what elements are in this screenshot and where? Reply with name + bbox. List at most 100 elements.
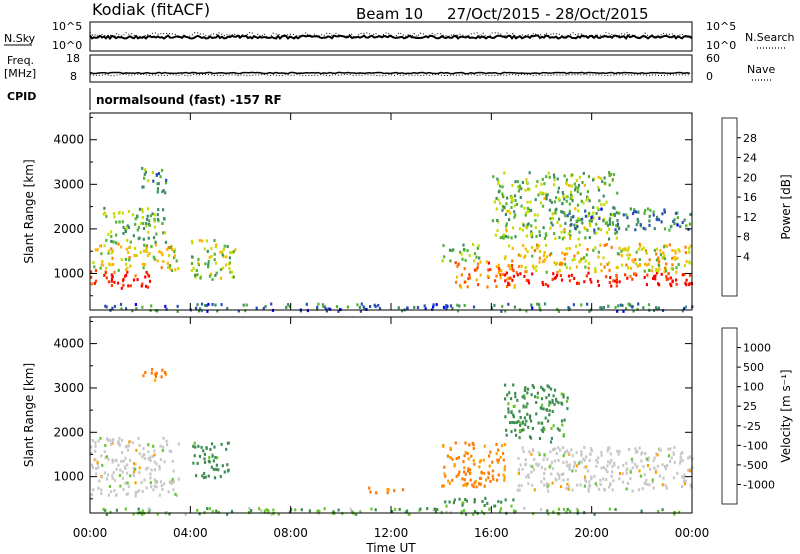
data-cell bbox=[600, 177, 603, 180]
data-cell bbox=[678, 510, 681, 514]
data-cell bbox=[457, 262, 460, 266]
data-cell bbox=[571, 488, 574, 492]
data-cell bbox=[637, 488, 641, 492]
data-cell bbox=[288, 304, 291, 308]
data-cell bbox=[513, 285, 516, 289]
data-cell bbox=[568, 209, 571, 213]
data-cell bbox=[232, 250, 235, 254]
data-cell bbox=[655, 452, 658, 456]
data-cell bbox=[160, 251, 163, 255]
data-cell bbox=[528, 171, 531, 175]
data-cell bbox=[149, 481, 152, 485]
data-cell bbox=[585, 253, 588, 257]
data-cell bbox=[605, 200, 608, 204]
data-cell bbox=[538, 260, 541, 264]
data-cell bbox=[514, 391, 517, 395]
data-cell bbox=[145, 250, 148, 253]
data-cell bbox=[166, 261, 169, 265]
data-cell bbox=[578, 230, 581, 234]
data-cell bbox=[96, 462, 99, 466]
data-cell bbox=[629, 477, 632, 481]
data-cell bbox=[196, 273, 199, 277]
data-cell bbox=[636, 450, 639, 454]
data-cell bbox=[449, 304, 453, 308]
data-cell bbox=[511, 267, 514, 271]
data-cell bbox=[570, 216, 573, 220]
data-cell bbox=[478, 256, 481, 260]
data-cell bbox=[669, 460, 672, 463]
data-cell bbox=[615, 266, 618, 270]
data-cell bbox=[488, 454, 491, 458]
data-cell bbox=[560, 419, 564, 423]
data-cell bbox=[594, 482, 597, 486]
data-cell bbox=[674, 249, 677, 253]
data-cell bbox=[127, 284, 130, 288]
data-cell bbox=[214, 273, 217, 277]
data-cell bbox=[620, 254, 623, 258]
data-cell bbox=[609, 276, 612, 280]
data-cell bbox=[504, 273, 507, 277]
data-cell bbox=[509, 211, 512, 215]
data-cell bbox=[648, 223, 651, 227]
data-cell bbox=[176, 309, 179, 313]
data-cell bbox=[492, 175, 495, 179]
colorbar-tick-label: 8 bbox=[743, 231, 750, 244]
data-cell bbox=[487, 476, 490, 480]
data-cell bbox=[527, 279, 530, 283]
data-cell bbox=[597, 227, 600, 231]
data-cell bbox=[547, 419, 550, 423]
data-cell bbox=[231, 275, 234, 279]
data-cell bbox=[323, 305, 326, 309]
data-cell bbox=[687, 468, 690, 472]
data-cell bbox=[665, 244, 668, 248]
data-cell bbox=[300, 508, 303, 512]
data-cell bbox=[514, 180, 517, 184]
data-cell bbox=[542, 430, 545, 433]
data-cell bbox=[571, 195, 574, 199]
data-cell bbox=[652, 277, 655, 280]
data-cell bbox=[210, 255, 213, 258]
data-cell bbox=[588, 309, 591, 313]
nsky-panel: N.Sky 10^5 10^0 10^5 10^0 N.Search bbox=[4, 20, 795, 52]
data-cell bbox=[597, 185, 600, 189]
data-cell bbox=[556, 427, 560, 431]
data-cell bbox=[538, 303, 541, 307]
data-cell bbox=[547, 385, 551, 389]
data-cell bbox=[538, 306, 541, 310]
data-cell bbox=[609, 461, 612, 465]
data-cell bbox=[592, 178, 595, 182]
data-cell bbox=[112, 263, 115, 266]
data-cell bbox=[112, 471, 115, 475]
data-cell bbox=[451, 478, 454, 482]
data-cell bbox=[171, 248, 174, 252]
data-cell bbox=[575, 179, 578, 182]
data-cell bbox=[221, 464, 224, 468]
data-cell bbox=[424, 307, 427, 311]
data-cell bbox=[151, 367, 154, 371]
data-cell bbox=[177, 442, 180, 446]
data-cell bbox=[634, 272, 637, 276]
data-cell bbox=[474, 479, 477, 483]
data-cell bbox=[94, 444, 97, 448]
data-cell bbox=[126, 492, 130, 496]
data-cell bbox=[558, 262, 561, 266]
data-cell bbox=[569, 266, 572, 270]
data-cell bbox=[543, 302, 547, 306]
data-cell bbox=[498, 267, 501, 270]
data-cell bbox=[91, 463, 94, 467]
data-cell bbox=[587, 489, 590, 493]
data-cell bbox=[688, 469, 692, 473]
data-cell bbox=[484, 496, 487, 500]
data-cell bbox=[612, 279, 615, 283]
data-cell bbox=[329, 307, 332, 311]
data-cell bbox=[580, 460, 583, 464]
data-cell bbox=[499, 455, 502, 459]
data-cell bbox=[581, 181, 584, 184]
data-cell bbox=[540, 480, 543, 484]
data-cell bbox=[512, 413, 515, 417]
data-cell bbox=[141, 489, 144, 493]
data-cell bbox=[524, 213, 527, 217]
data-cell bbox=[435, 303, 438, 307]
data-cell bbox=[584, 209, 587, 213]
data-cell bbox=[554, 275, 557, 279]
